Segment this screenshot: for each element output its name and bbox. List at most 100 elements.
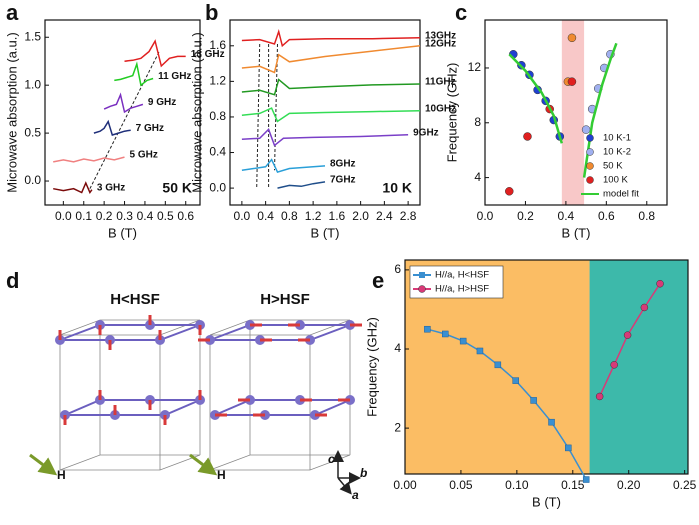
series-line <box>241 28 421 48</box>
series-label: 13 GHz <box>191 49 225 60</box>
legend-label: H//a, H>HSF <box>435 284 489 295</box>
marker <box>565 444 572 452</box>
x-axis-label: B (T) <box>108 225 137 240</box>
plot-frame <box>44 19 201 206</box>
state-label: H<HSF <box>110 291 160 308</box>
series-label: 12GHz <box>425 38 456 49</box>
series-label: 7 GHz <box>136 123 164 134</box>
legend-label: 50 K <box>603 161 623 172</box>
x-tick-label: 1.2 <box>305 209 322 223</box>
x-tick-label: 0.15 <box>561 478 585 492</box>
annotation: 10 K <box>382 180 412 196</box>
x-tick-label: 0.0 <box>477 209 494 223</box>
series-line <box>241 128 409 147</box>
legend-label: 10 K-1 <box>603 133 631 144</box>
legend-marker <box>418 285 426 293</box>
marker <box>523 132 532 141</box>
x-tick-label: 0.1 <box>75 209 92 223</box>
x-tick-label: 0.25 <box>673 478 697 492</box>
x-tick-label: 2.0 <box>352 209 369 223</box>
series-label: 3 GHz <box>97 182 125 193</box>
series-line <box>427 328 587 480</box>
marker <box>610 361 618 369</box>
legend-box <box>409 265 504 299</box>
panel-label: c <box>455 0 467 25</box>
field-arrow <box>189 453 218 476</box>
field-label: H <box>217 468 226 482</box>
x-tick-label: 0.6 <box>177 209 194 223</box>
marker <box>623 331 632 339</box>
legend-marker <box>586 148 594 156</box>
series-line <box>241 158 326 174</box>
y-tick-label: 1.5 <box>24 29 41 43</box>
series-label: 11 GHz <box>158 71 191 82</box>
x-tick-label: 0.5 <box>157 209 174 223</box>
y-tick-label: 0.8 <box>209 109 226 123</box>
marker <box>505 187 514 196</box>
chart: c 0.0 0.2 0.4 0.6 0.8 4 8 12 B (T) Frequency (GHz)… <box>444 0 668 240</box>
marker <box>567 33 577 43</box>
y-tick-label: 0.0 <box>24 173 41 187</box>
lattice-cell <box>59 319 201 471</box>
y-tick-label: 4 <box>474 170 481 184</box>
series-line <box>53 156 125 163</box>
x-tick-label: 0.8 <box>638 209 655 223</box>
chart: e 0.00 0.05 0.10 0.15 0.20 0.25 2 4 6 B (T) Frequen… <box>364 259 697 509</box>
marker <box>459 337 467 345</box>
marker <box>567 77 577 86</box>
axis-letter: a <box>352 488 359 502</box>
x-tick-label: 0.00 <box>393 478 417 492</box>
panel-label: b <box>205 0 218 25</box>
marker <box>494 361 502 369</box>
x-tick-label: 0.4 <box>257 209 274 223</box>
plot-frame <box>404 259 689 475</box>
x-axis-label: B (T) <box>532 494 561 509</box>
x-tick-label: 0.6 <box>598 209 615 223</box>
x-axis-label: B (T) <box>562 225 591 240</box>
series-line <box>241 107 421 123</box>
y-tick-label: 0.0 <box>209 180 226 194</box>
x-tick-label: 0.05 <box>449 478 473 492</box>
legend-marker <box>586 134 594 142</box>
y-tick-label: 0.5 <box>24 125 41 139</box>
legend-label: 10 K-2 <box>603 147 631 158</box>
field-label: H <box>57 468 66 482</box>
axis-letter: c <box>328 452 335 466</box>
legend-label: H//a, H<HSF <box>435 270 489 281</box>
series-line <box>93 119 131 136</box>
x-tick-label: 2.8 <box>400 209 417 223</box>
x-tick-label: 0.8 <box>281 209 298 223</box>
marker <box>476 347 484 355</box>
x-tick-label: 0.3 <box>116 209 133 223</box>
annotation: 50 K <box>162 180 192 196</box>
series-label: 13GHz <box>425 30 456 41</box>
region <box>589 260 688 474</box>
x-tick-label: 0.2 <box>517 209 534 223</box>
guide-line <box>256 43 261 189</box>
legend-label: 100 K <box>603 175 628 186</box>
panel-label: e <box>372 268 384 293</box>
x-tick-label: 0.0 <box>55 209 72 223</box>
chart: b 0.0 0.4 0.8 1.2 1.6 2.0 2.4 2.8 0.0 0.4 0.8 1.2 1.6… <box>189 0 456 240</box>
marker <box>595 392 604 401</box>
x-tick-label: 2.4 <box>376 209 393 223</box>
y-tick-label: 1.0 <box>24 77 41 91</box>
axes-triad <box>332 450 361 495</box>
axis-letter: b <box>360 466 367 480</box>
legend-label: model fit <box>603 189 639 200</box>
chart: a0.0 0.1 0.2 0.3 0.4 0.5 0.60.00.51.01.5B (T)M… <box>4 0 224 240</box>
series-label: 9 GHz <box>148 97 176 108</box>
plot-frame <box>229 19 421 206</box>
series-line <box>103 92 144 114</box>
series-line <box>124 39 186 68</box>
x-tick-label: 0.2 <box>96 209 113 223</box>
series-label: 7GHz <box>330 175 356 186</box>
state-label: H>HSF <box>260 291 310 308</box>
x-tick-label: 0.20 <box>617 478 641 492</box>
y-axis-label: Frequency (GHz) <box>364 317 379 417</box>
panel-label: a <box>6 0 19 25</box>
legend-marker <box>586 176 594 184</box>
series-line <box>114 61 154 87</box>
panel-label: d <box>6 268 19 293</box>
panel-d: d H<HSF H>HSF H H <box>6 268 367 502</box>
